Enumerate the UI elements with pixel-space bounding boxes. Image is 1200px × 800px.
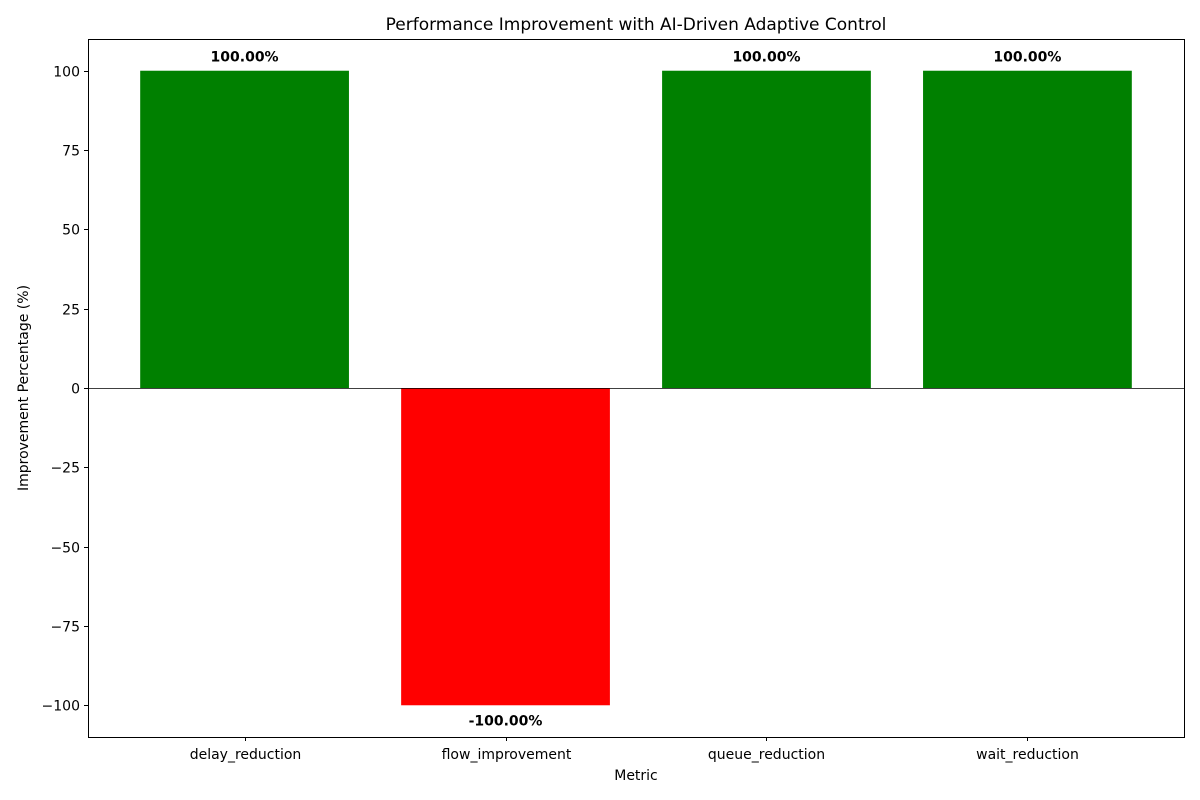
y-tick-label: 50 <box>62 223 80 239</box>
bar-delay_reduction <box>140 70 349 389</box>
bar-wait_reduction <box>923 70 1132 389</box>
x-axis: delay_reduction flow_improvement queue_red… <box>190 737 1079 763</box>
data-label-queue_reduction: 100.00% <box>732 50 800 66</box>
data-labels-layer: 100.00% -100.00% 100.00% 100.00% <box>211 50 1062 730</box>
data-label-flow_improvement: -100.00% <box>469 713 543 729</box>
data-label-wait_reduction: 100.00% <box>993 50 1061 66</box>
y-axis: 100 75 50 25 0 −25 −50 −75 −100 <box>42 65 88 715</box>
x-tick-label: queue_reduction <box>708 747 825 763</box>
y-tick-label: 25 <box>62 303 80 319</box>
bar-queue_reduction <box>662 70 871 389</box>
x-tick-label: wait_reduction <box>976 747 1079 763</box>
y-tick-label: 75 <box>62 144 80 160</box>
y-tick-label: −75 <box>50 620 80 636</box>
chart-title: Performance Improvement with AI-Driven A… <box>386 15 887 35</box>
y-tick-label: −100 <box>42 699 80 715</box>
x-tick-label: delay_reduction <box>190 747 302 763</box>
x-tick-label: flow_improvement <box>442 747 572 763</box>
y-tick-label: −50 <box>50 541 80 557</box>
y-axis-title: Improvement Percentage (%) <box>16 285 32 491</box>
bar-flow_improvement <box>401 388 610 706</box>
plot-area-frame <box>88 39 1185 738</box>
x-axis-title: Metric <box>614 768 658 784</box>
data-label-delay_reduction: 100.00% <box>211 50 279 66</box>
bars-layer <box>140 70 1132 706</box>
y-tick-label: 0 <box>71 382 80 398</box>
y-tick-label: 100 <box>53 65 80 81</box>
y-tick-label: −25 <box>50 461 80 477</box>
